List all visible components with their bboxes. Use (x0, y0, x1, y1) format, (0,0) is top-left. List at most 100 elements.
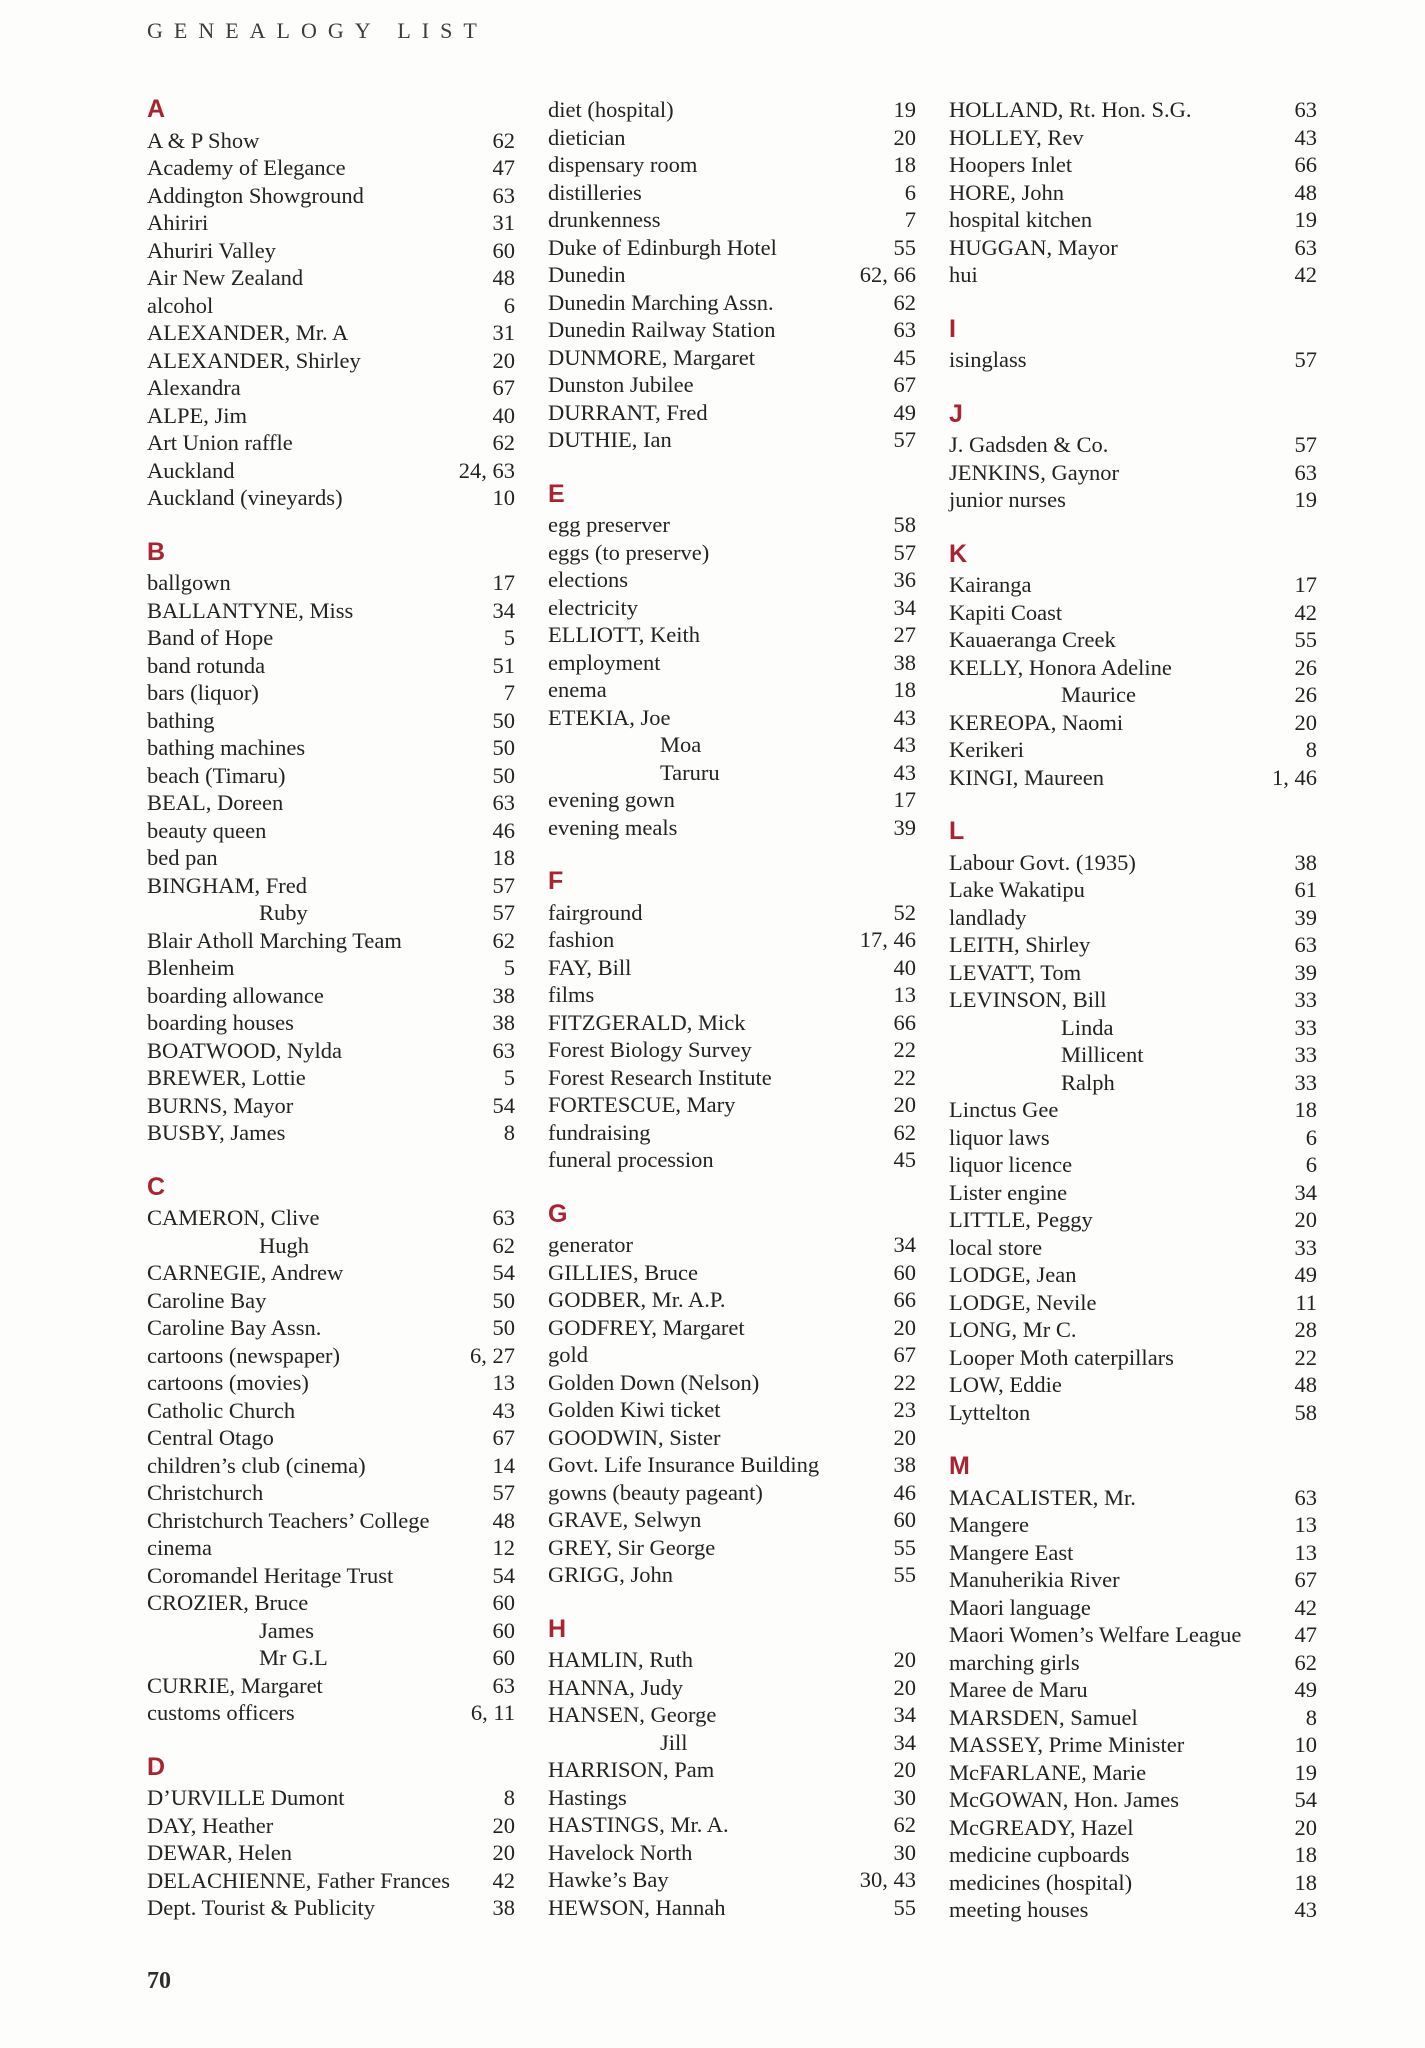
entry-page-number: 18 (492, 845, 516, 870)
entry-page-number: 6 (904, 179, 916, 205)
entry-term: McGOWAN, Hon. James (949, 1787, 1179, 1812)
index-entry: Labour Govt. (1935) 38 (949, 849, 1317, 877)
index-entry: Christchurch Teachers’ College 48 (147, 1507, 515, 1535)
entry-page-number: 20 (893, 1647, 917, 1672)
entry-page-number: 40 (492, 402, 516, 428)
index-entry: FITZGERALD, Mick 66 (548, 1009, 916, 1037)
entry-page-number: 13 (1294, 1512, 1318, 1537)
entry-page-number: 49 (1294, 1677, 1318, 1702)
entry-page-number: 19 (1294, 1759, 1318, 1785)
index-entry: bathing 50 (147, 707, 515, 735)
index-entry: DEWAR, Helen 20 (147, 1839, 515, 1867)
section-letter: C (147, 1172, 166, 1201)
entry-term: ALEXANDER, Mr. A (147, 320, 349, 345)
entry-term: ETEKIA, Joe (548, 704, 671, 730)
entry-term: FITZGERALD, Mick (548, 1009, 746, 1035)
entry-term: CURRIE, Margaret (147, 1672, 323, 1698)
index-entry: Academy of Elegance 47 (147, 154, 515, 182)
entry-page-number: 48 (1294, 1372, 1318, 1397)
entry-term: Dunedin (548, 262, 626, 287)
entry-page-number: 34 (893, 1232, 917, 1257)
entry-page-number: 55 (1294, 627, 1318, 652)
index-entry: Kairanga 17 (949, 571, 1317, 599)
entry-page-number: 6 (1305, 1124, 1317, 1150)
index-entry: ALEXANDER, Shirley 20 (147, 347, 515, 375)
index-entry: gowns (beauty pageant) 46 (548, 1479, 916, 1507)
entry-term: GODFREY, Margaret (548, 1314, 745, 1340)
entry-page-number: 6 (503, 292, 515, 318)
index-entry: Hawke’s Bay 30, 43 (548, 1866, 916, 1894)
entry-term-sub: Hugh (259, 1232, 309, 1258)
index-entry: LEVINSON, Bill 33 (949, 986, 1317, 1014)
section-d: D D’URVILLE Dumont 8 DAY, Heather 20 DEWAR, H… (147, 1753, 515, 1922)
index-entry: A & P Show 62 (147, 127, 515, 155)
entry-term: landlady (949, 904, 1027, 930)
index-entry: HANNA, Judy 20 (548, 1674, 916, 1702)
entry-term: generator (548, 1232, 633, 1257)
entry-term: GOODWIN, Sister (548, 1424, 721, 1450)
index-entry: elections 36 (548, 566, 916, 594)
entry-page-number: 57 (1294, 347, 1318, 372)
entry-page-number: 34 (893, 1702, 917, 1727)
entry-term: GRIGG, John (548, 1562, 674, 1587)
entry-term: HOLLEY, Rev (949, 124, 1084, 150)
entry-page-number: 5 (503, 955, 515, 980)
entry-term: Caroline Bay (147, 1287, 267, 1313)
entry-term: FORTESCUE, Mary (548, 1092, 736, 1117)
entry-page-number: 60 (492, 1590, 516, 1615)
index-entry: bed pan 18 (147, 844, 515, 872)
entry-page-number: 20 (893, 1757, 917, 1782)
index-entry: DUNMORE, Margaret 45 (548, 344, 916, 372)
index-entry: BALLANTYNE, Miss 34 (147, 597, 515, 625)
index-column-3: HOLLAND, Rt. Hon. S.G. 63 HOLLEY, Rev 43 Hoo… (949, 96, 1317, 1924)
entry-term: evening meals (548, 814, 678, 840)
entry-page-number: 62 (492, 430, 516, 455)
index-entry: D’URVILLE Dumont 8 (147, 1784, 515, 1812)
section-letter: E (548, 479, 565, 508)
entry-page-number: 63 (1294, 932, 1318, 957)
entry-term: Dept. Tourist & Publicity (147, 1895, 376, 1920)
index-entry: enema 18 (548, 676, 916, 704)
entry-page-number: 8 (503, 1785, 515, 1810)
index-entry: Alexandra 67 (147, 374, 515, 402)
entry-term: Blenheim (147, 955, 235, 980)
section-l: L Labour Govt. (1935) 38 Lake Wakatipu 61 lan… (949, 817, 1318, 1427)
entry-term: gowns (beauty pageant) (548, 1479, 763, 1505)
entry-page-number: 38 (492, 1010, 516, 1035)
entry-page-number: 30 (893, 1839, 917, 1865)
entry-page-number: 66 (1294, 152, 1318, 177)
section-c: C CAMERON, Clive 63 Hugh 62 CARNEGIE, Andrew 5… (147, 1172, 516, 1727)
index-entry: Auckland (vineyards) 10 (147, 484, 515, 512)
entry-page-number: 39 (1294, 959, 1318, 985)
entry-term: GILLIES, Bruce (548, 1259, 698, 1285)
index-entry: Duke of Edinburgh Hotel 55 (548, 234, 916, 262)
entry-term: Hastings (548, 1784, 627, 1810)
index-entry: GREY, Sir George 55 (548, 1534, 916, 1562)
entry-term: beach (Timaru) (147, 762, 286, 788)
entry-term: LEITH, Shirley (949, 932, 1091, 957)
entry-term: MARSDEN, Samuel (949, 1704, 1138, 1730)
index-entry: Moa 43 (548, 731, 916, 759)
index-entry: LEITH, Shirley 63 (949, 931, 1317, 959)
section-letter: M (949, 1452, 970, 1480)
entry-page-number: 38 (893, 1452, 917, 1477)
entry-term: bathing (147, 707, 215, 733)
index-entry: Ruby 57 (147, 899, 515, 927)
index-entry: fashion 17, 46 (548, 926, 916, 954)
index-entry: McFARLANE, Marie 19 (949, 1759, 1317, 1787)
index-entry: JENKINS, Gaynor 63 (949, 459, 1317, 487)
entry-page-number: 66 (893, 1009, 917, 1035)
index-entry: Lyttelton 58 (949, 1399, 1317, 1427)
entry-term: BINGHAM, Fred (147, 872, 307, 898)
entry-term: HUGGAN, Mayor (949, 234, 1118, 260)
index-entry: band rotunda 51 (147, 652, 515, 680)
entry-page-number: 50 (492, 1315, 516, 1340)
entry-term: FAY, Bill (548, 954, 632, 980)
entry-page-number: 63 (492, 1205, 516, 1230)
entry-page-number: 43 (893, 732, 917, 757)
index-entry: Manuherikia River 67 (949, 1566, 1317, 1594)
entry-term: Dunedin Railway Station (548, 317, 776, 342)
entry-term: Catholic Church (147, 1397, 296, 1423)
entry-page-number: 57 (1294, 432, 1318, 457)
entry-page-number: 27 (893, 622, 917, 647)
